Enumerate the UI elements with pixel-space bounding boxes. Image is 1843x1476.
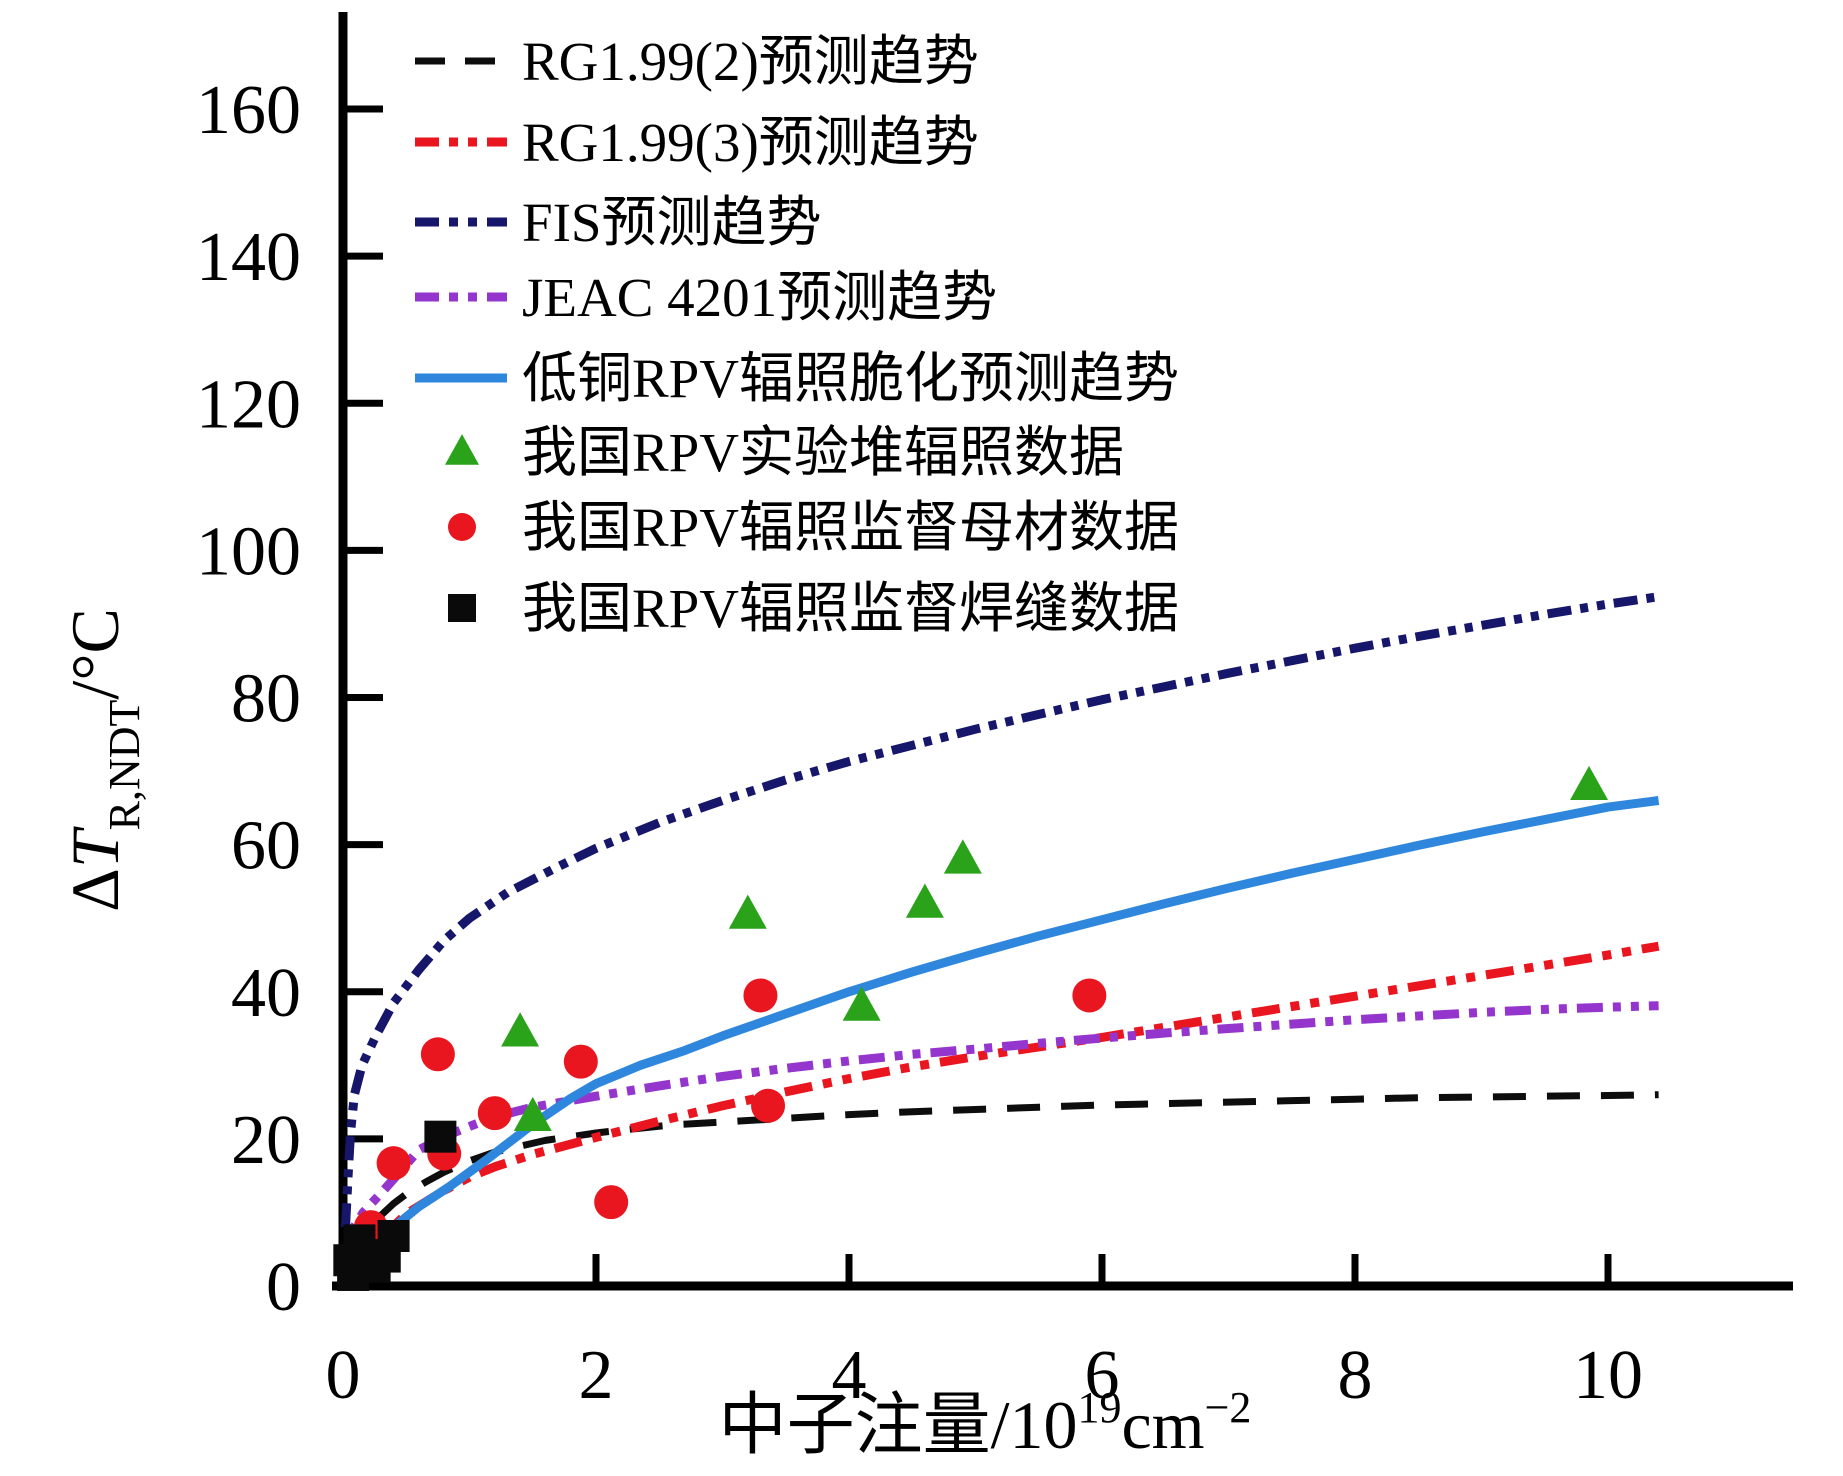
series-我国RPV辐照监督母材数据 bbox=[353, 978, 1107, 1245]
legend-label: RG1.99(3)预测趋势 bbox=[522, 112, 979, 173]
legend-item: FIS预测趋势 bbox=[415, 192, 822, 253]
circle-marker bbox=[743, 978, 778, 1013]
y-tick-label: 80 bbox=[231, 661, 301, 738]
square-marker bbox=[377, 1219, 410, 1252]
triangle-marker bbox=[501, 1012, 540, 1047]
legend-item: JEAC 4201预测趋势 bbox=[415, 267, 997, 328]
circle-marker bbox=[448, 513, 476, 541]
y-tick-label: 120 bbox=[196, 366, 301, 443]
series-FIS预测趋势 bbox=[341, 592, 1660, 1228]
y-tick-label: 100 bbox=[196, 513, 301, 590]
legend-label: 低铜RPV辐照脆化预测趋势 bbox=[522, 348, 1179, 409]
circle-marker bbox=[477, 1096, 512, 1131]
circle-marker bbox=[594, 1185, 629, 1220]
series-低铜RPV辐照脆化预测趋势 bbox=[352, 796, 1660, 1278]
triangle-marker bbox=[1570, 765, 1609, 801]
x-tick-label: 4 bbox=[832, 1337, 867, 1414]
legend-item: 我国RPV辐照监督焊缝数据 bbox=[448, 578, 1179, 639]
legend-label: 我国RPV辐照监督焊缝数据 bbox=[522, 578, 1179, 639]
legend-label: 我国RPV辐照监督母材数据 bbox=[522, 497, 1179, 558]
legend-label: FIS预测趋势 bbox=[522, 192, 822, 253]
x-tick-label: 2 bbox=[579, 1337, 614, 1414]
series-我国RPV实验堆辐照数据 bbox=[501, 765, 1609, 1132]
circle-marker bbox=[563, 1044, 598, 1079]
y-tick-label: 40 bbox=[231, 955, 301, 1032]
triangle-marker bbox=[943, 839, 982, 874]
x-tick-label: 10 bbox=[1573, 1337, 1643, 1414]
y-tick-label: 140 bbox=[196, 219, 301, 296]
y-tick-label: 0 bbox=[266, 1249, 301, 1326]
legend-item: 我国RPV实验堆辐照数据 bbox=[445, 422, 1124, 483]
square-marker bbox=[448, 594, 476, 622]
x-tick-label: 0 bbox=[326, 1337, 361, 1414]
circle-marker bbox=[420, 1037, 455, 1072]
curve bbox=[352, 796, 1660, 1278]
legend-label: JEAC 4201预测趋势 bbox=[522, 267, 997, 328]
x-tick-label: 8 bbox=[1338, 1337, 1373, 1414]
y-tick-label: 160 bbox=[196, 72, 301, 149]
legend-item: 我国RPV辐照监督母材数据 bbox=[448, 497, 1179, 558]
series-RG1.99(3)预测趋势 bbox=[352, 941, 1660, 1271]
curve bbox=[346, 1091, 1659, 1262]
y-axis-title: ΔTR,NDT/°C bbox=[57, 608, 149, 912]
legend: RG1.99(2)预测趋势 RG1.99(3)预测趋势 FIS预测趋势 JEAC 42… bbox=[415, 31, 1179, 639]
circle-marker bbox=[1072, 978, 1107, 1013]
square-marker bbox=[424, 1120, 457, 1153]
legend-item: 低铜RPV辐照脆化预测趋势 bbox=[415, 348, 1179, 409]
circle-marker bbox=[376, 1146, 411, 1181]
triangle-marker bbox=[842, 986, 881, 1021]
circle-marker bbox=[751, 1088, 786, 1123]
triangle-marker bbox=[905, 883, 944, 918]
triangle-marker bbox=[445, 434, 479, 465]
legend-label: RG1.99(2)预测趋势 bbox=[522, 31, 979, 92]
x-tick-label: 6 bbox=[1085, 1337, 1120, 1414]
curve bbox=[352, 941, 1660, 1271]
y-tick-label: 60 bbox=[231, 808, 301, 885]
legend-item: RG1.99(3)预测趋势 bbox=[415, 112, 979, 173]
x-axis-title: 中子注量/1019cm−2 bbox=[719, 1383, 1252, 1463]
series-我国RPV辐照监督焊缝数据 bbox=[333, 1120, 457, 1291]
curve bbox=[341, 592, 1660, 1228]
legend-item: RG1.99(2)预测趋势 bbox=[415, 31, 979, 92]
series-RG1.99(2)预测趋势 bbox=[346, 1091, 1659, 1262]
y-tick-label: 20 bbox=[231, 1102, 301, 1179]
triangle-marker bbox=[728, 894, 767, 929]
legend-label: 我国RPV实验堆辐照数据 bbox=[522, 422, 1124, 483]
triangle-marker bbox=[513, 1096, 552, 1132]
